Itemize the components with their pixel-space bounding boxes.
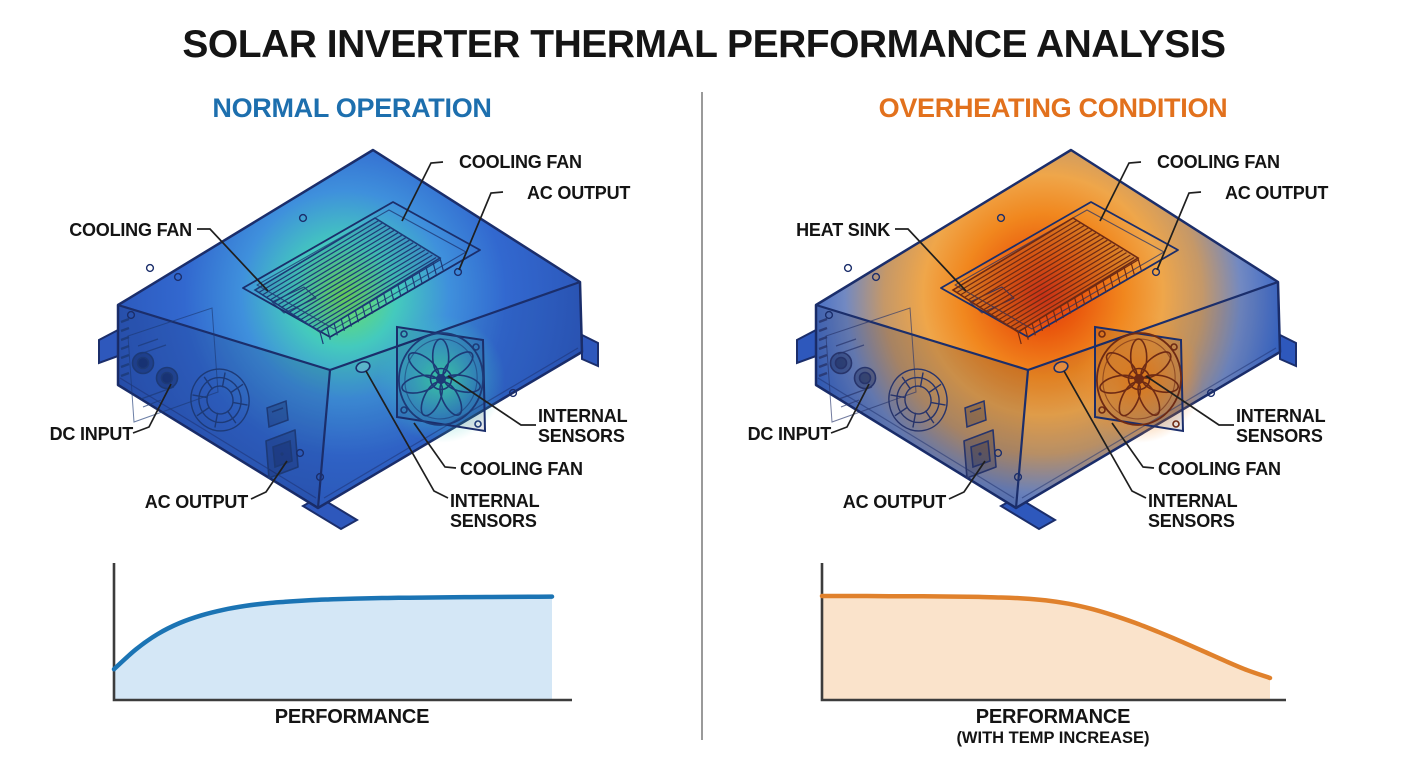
ac-outlet: [963, 429, 997, 479]
leader-dc-input: [132, 383, 172, 434]
power-switch: [964, 399, 987, 429]
leader-internal-sensors-right: [1145, 375, 1234, 426]
chart-caption-overheating: PERFORMANCE: [975, 706, 1131, 728]
label-cooling-fan-top: COOLING FAN: [459, 152, 582, 172]
leader-cooling-fan-lower: [1111, 422, 1155, 469]
vent-slots: [818, 317, 828, 378]
label-cooling-fan-lower: COOLING FAN: [1158, 459, 1281, 479]
power-switch: [266, 399, 289, 429]
performance-curve: [819, 593, 1273, 681]
ac-outlet: [265, 429, 299, 479]
leader-ac-output-top: [458, 191, 504, 271]
internal-sensor-marker: [355, 360, 371, 374]
chart-axes: [820, 563, 1286, 702]
label-dc-input: DC INPUT: [49, 424, 134, 444]
panel-markings: [137, 338, 175, 408]
performance-area: [114, 596, 552, 700]
label-heat-sink: HEAT SINK: [796, 220, 890, 240]
internal-sensor-marker: [1053, 360, 1069, 374]
front-fan-grille: [190, 368, 250, 432]
leader-cooling-fan-top: [1099, 161, 1142, 222]
label-ac-output-top: AC OUTPUT: [1225, 183, 1329, 203]
front-panel-outline: [825, 307, 917, 423]
screws: [126, 213, 518, 482]
body-edges: [815, 280, 1279, 509]
leader-cooling-fan-top: [401, 161, 444, 222]
leader-ac-output-top: [1156, 191, 1202, 271]
inverter-illustration-overheating: [796, 148, 1297, 531]
dc-input-terminals: [829, 351, 877, 390]
label-cooling-fan-top: COOLING FAN: [1157, 152, 1280, 172]
leader-side-left: [197, 228, 269, 292]
body-edges: [117, 280, 581, 509]
front-face-shade: [816, 305, 1028, 508]
leader-internal-sensors-bottom: [365, 370, 449, 499]
leader-side-left: [895, 228, 967, 292]
label-internal-sensors-right: INTERNAL SENSORS: [538, 406, 628, 447]
chart-caption-normal: PERFORMANCE: [274, 706, 430, 728]
screws: [824, 213, 1216, 482]
performance-chart-overheating: [819, 563, 1286, 702]
front-panel-outline: [127, 307, 219, 423]
leader-internal-sensors-right: [447, 375, 536, 426]
leader-cooling-fan-lower: [413, 422, 457, 469]
front-face-shade: [118, 305, 330, 508]
label-dc-input: DC INPUT: [747, 424, 832, 444]
leader-dc-input: [830, 383, 870, 434]
chart-caption-sub-overheating: (WITH TEMP INCREASE): [956, 729, 1150, 747]
heat-sink: [951, 217, 1142, 345]
performance-area: [822, 596, 1270, 700]
inverter-illustration-normal: [98, 148, 599, 531]
panel-overheating-condition: OVERHEATING CONDITION COOLING FAN AC OUT…: [698, 0, 1408, 768]
performance-curve: [111, 594, 555, 672]
label-ac-output-bottom: AC OUTPUT: [842, 492, 946, 512]
panel-divider: [701, 92, 703, 740]
label-cooling-fan-lower: COOLING FAN: [460, 459, 583, 479]
label-internal-sensors-bottom: INTERNAL SENSORS: [450, 491, 540, 532]
heat-sink: [253, 217, 444, 345]
panel-heading-normal: NORMAL OPERATION: [212, 93, 492, 123]
panel-heading-overheating: OVERHEATING CONDITION: [878, 93, 1228, 123]
label-internal-sensors-bottom: INTERNAL SENSORS: [1148, 491, 1238, 532]
label-ac-output-bottom: AC OUTPUT: [144, 492, 248, 512]
page-title: SOLAR INVERTER THERMAL PERFORMANCE ANALY…: [182, 23, 1226, 66]
leader-internal-sensors-bottom: [1063, 370, 1147, 499]
chart-axes: [112, 563, 572, 702]
dc-input-terminals: [131, 351, 179, 390]
leader-ac-output-bottom: [948, 460, 986, 500]
performance-chart-normal: [111, 563, 572, 702]
side-cooling-fan: [396, 325, 487, 433]
panel-normal-operation: NORMAL OPERATION COOLING FAN AC OUTPUT C…: [49, 93, 631, 728]
leader-ac-output-bottom: [250, 460, 288, 500]
label-internal-sensors-right: INTERNAL SENSORS: [1236, 406, 1326, 447]
label-ac-output-top: AC OUTPUT: [527, 183, 631, 203]
side-cooling-fan: [1094, 325, 1185, 433]
label-cooling-fan-left: COOLING FAN: [69, 220, 192, 240]
vent-slots: [120, 317, 130, 378]
